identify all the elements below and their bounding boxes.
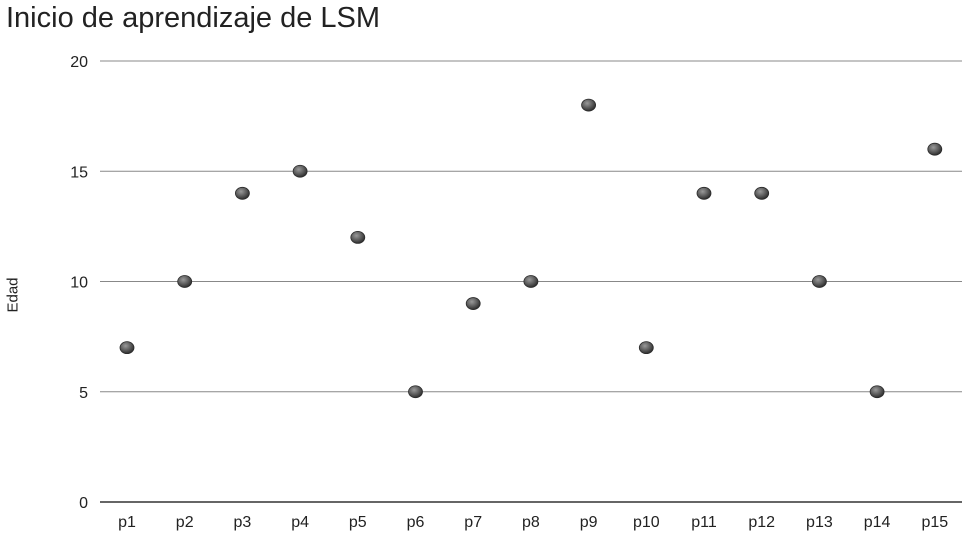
y-tick-label: 10 [70, 275, 88, 292]
y-tick-label: 5 [79, 385, 88, 402]
y-tick-label: 15 [70, 164, 88, 181]
x-tick-label: p13 [806, 514, 833, 531]
data-point [638, 341, 654, 355]
x-tick-label: p8 [522, 514, 540, 531]
y-tick-label: 20 [70, 54, 88, 71]
x-tick-label: p11 [691, 514, 717, 531]
chart-title: Inicio de aprendizaje de LSM [6, 2, 381, 34]
data-point [350, 230, 366, 244]
data-point [523, 275, 539, 288]
data-point [581, 98, 596, 112]
data-point [119, 341, 135, 355]
data-point [869, 385, 885, 399]
x-tick-label: p5 [349, 514, 367, 531]
x-tick-label: p14 [864, 514, 891, 531]
data-point [408, 385, 423, 399]
data-point [696, 186, 712, 200]
data-point [234, 186, 250, 200]
x-tick-label: p10 [633, 514, 660, 531]
data-point [927, 142, 943, 156]
data-point [177, 275, 193, 288]
x-tick-label: p4 [291, 514, 309, 531]
x-tick-label: p12 [748, 514, 775, 531]
x-tick-label: p3 [234, 514, 252, 531]
data-point [754, 186, 770, 200]
data-point [465, 297, 481, 310]
x-tick-label: p9 [580, 514, 598, 531]
x-tick-label: p7 [464, 514, 482, 531]
x-tick-label: p6 [407, 514, 425, 531]
x-tick-label: p15 [921, 514, 948, 531]
x-tick-label: p2 [176, 514, 194, 531]
x-tick-label: p1 [118, 514, 136, 531]
y-tick-label: 0 [79, 495, 88, 512]
data-point [292, 164, 308, 178]
data-point [812, 275, 827, 288]
